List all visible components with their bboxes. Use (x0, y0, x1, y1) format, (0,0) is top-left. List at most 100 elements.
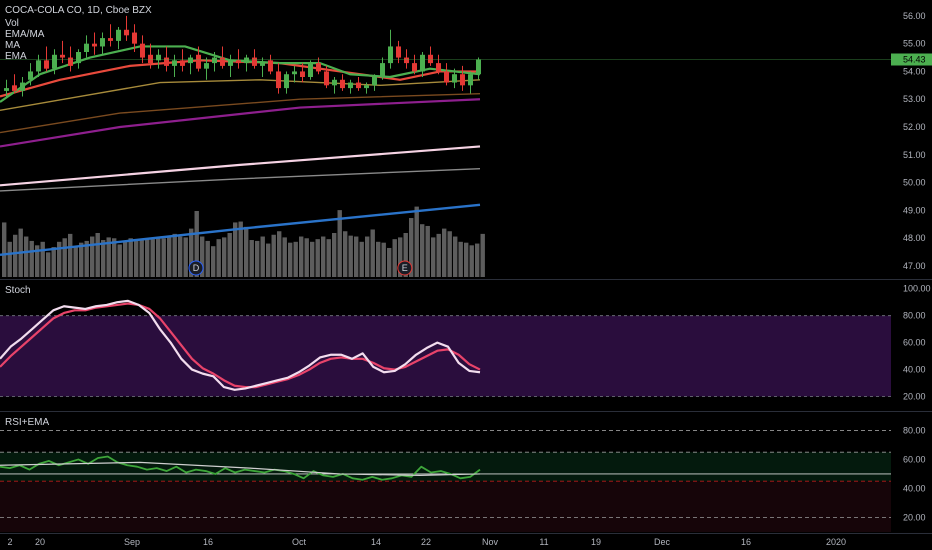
candle-body (348, 82, 353, 89)
volume-bar (172, 233, 177, 277)
volume-bar (227, 233, 232, 277)
candle-body (372, 77, 377, 86)
volume-bar (442, 228, 447, 277)
candle-body (108, 38, 113, 41)
event-marker (397, 260, 413, 276)
time-tick-label: 19 (591, 537, 601, 547)
price-tick-label: 50.00 (903, 178, 926, 188)
stoch-tick-label: 60.00 (903, 338, 926, 348)
volume-bar (480, 233, 485, 277)
time-tick-label: Oct (292, 537, 307, 547)
rsi-tick-label: 40.00 (903, 483, 926, 493)
time-tick-label: 16 (203, 537, 213, 547)
volume-bar (134, 239, 139, 277)
volume-bar (90, 236, 95, 277)
event-marker (188, 260, 204, 276)
candle-body (436, 63, 441, 72)
time-tick-label: 2 (7, 537, 12, 547)
price-tick-label: 47.00 (903, 261, 926, 271)
volume-bar (84, 240, 89, 277)
time-tick-label: 11 (539, 537, 548, 547)
candle-body (228, 60, 233, 66)
volume-bar (453, 236, 458, 277)
candle-body (316, 63, 321, 72)
volume-bar (2, 222, 7, 277)
candle-body (60, 54, 65, 58)
candle-body (180, 60, 185, 66)
rsi-lower-band (0, 481, 891, 532)
last-price-value: 54.43 (903, 55, 926, 65)
candle-body (324, 71, 329, 86)
candle-body (172, 60, 177, 66)
candle-body (140, 43, 145, 58)
rsi-ema-line (0, 461, 481, 477)
volume-bar (35, 245, 40, 277)
time-axis[interactable]: 2 20 Sep 16 Oct 14 22 Nov 11 19 Dec 16 2020 (7, 537, 846, 547)
volume-bar (51, 247, 56, 277)
rsi-tick-label: 60.00 (903, 454, 926, 464)
price-tick-label: 55.00 (903, 39, 926, 49)
volume-bar (398, 237, 403, 277)
volume-bar (469, 245, 474, 277)
legend-ema-ma[interactable]: EMA/MA (5, 29, 45, 40)
candle-body (404, 57, 409, 64)
volume-bar (266, 243, 271, 277)
volume-bar (255, 240, 260, 277)
volume-bar (156, 237, 161, 277)
candle-body (340, 79, 345, 89)
candle-body (220, 57, 225, 66)
volume-bar (150, 239, 155, 277)
symbol-title: COCA-COLA CO, 1D, Cboe BZX (5, 5, 152, 16)
ma-brown-line (0, 92, 481, 134)
stoch-tick-label: 100.00 (903, 284, 931, 294)
candle-body (476, 59, 481, 75)
last-price-badge (891, 53, 932, 66)
volume-bar (139, 240, 144, 277)
volume-bar (370, 229, 375, 277)
rsi-pane[interactable] (0, 430, 891, 532)
volume-bar (288, 242, 293, 277)
candle-body (204, 63, 209, 69)
price-axis[interactable]: 56.00 55.00 54.00 53.00 52.00 51.00 50.00 49.00… (891, 11, 932, 523)
candle-body (132, 32, 137, 44)
legend-ma[interactable]: MA (5, 40, 20, 51)
volume-bar (128, 238, 133, 277)
ma-pink-line (0, 145, 481, 187)
candle-body (164, 57, 169, 66)
candle-body (460, 74, 465, 86)
volume-bar (68, 233, 73, 277)
candle-body (44, 60, 49, 69)
candle-body (356, 82, 361, 89)
volume-bar (29, 240, 34, 277)
volume-bar (475, 243, 480, 277)
stoch-tick-label: 40.00 (903, 365, 926, 375)
stoch-pane[interactable] (0, 299, 891, 397)
candle-body (156, 54, 161, 61)
volume-bar (431, 237, 436, 277)
candle-body (412, 63, 417, 72)
ma-gold-line (0, 79, 481, 112)
candle-body (300, 71, 305, 77)
stoch-band (0, 315, 891, 397)
candle-body (276, 71, 281, 89)
volume-bar (117, 244, 122, 277)
volume-bar (95, 233, 100, 277)
legend-vol[interactable]: Vol (5, 18, 19, 29)
volume-bar (458, 241, 463, 277)
event-label: E (402, 263, 408, 273)
stoch-title[interactable]: Stoch (5, 285, 31, 296)
volume-bar (24, 236, 29, 277)
candle-body (12, 85, 17, 91)
volume-bar (277, 231, 282, 277)
rsi-title[interactable]: RSI+EMA (5, 417, 50, 428)
volume-bar (365, 236, 370, 277)
candle-body (284, 74, 289, 89)
volume-bar (381, 242, 386, 277)
legend-ema[interactable]: EMA (5, 51, 27, 62)
volume-bar (205, 240, 210, 277)
volume-bar (189, 228, 194, 277)
stoch-k-line (0, 299, 481, 391)
candle-body (452, 74, 457, 83)
